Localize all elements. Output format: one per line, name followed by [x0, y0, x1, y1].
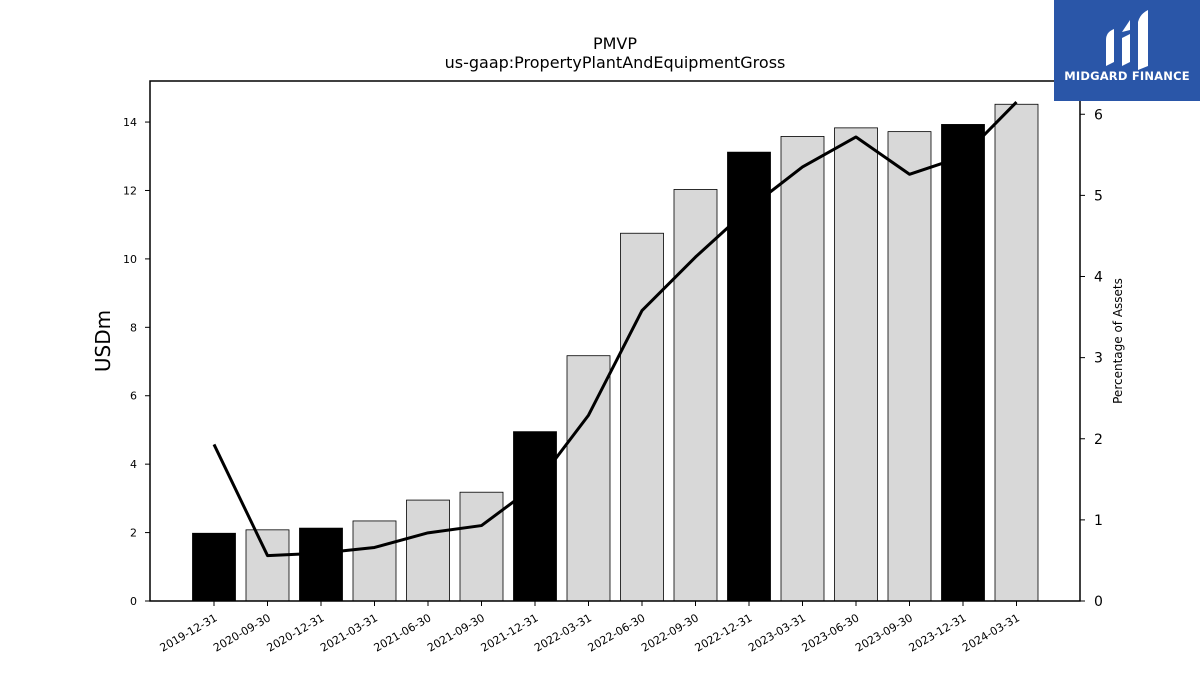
y-axis-label: USDm	[91, 310, 115, 372]
y-tick-label: 10	[123, 253, 137, 266]
x-axis: 2019-12-312020-09-302020-12-312021-03-31…	[158, 601, 1022, 655]
bar	[299, 527, 343, 602]
y-tick-label: 12	[123, 184, 137, 197]
y2-tick-label: 1	[1094, 513, 1103, 529]
bar	[513, 431, 557, 602]
x-tick-label: 2021-09-30	[425, 611, 487, 654]
logo-text: MIDGARD FINANCE	[1064, 69, 1190, 83]
bar	[566, 355, 611, 602]
bar-series	[192, 103, 1039, 602]
x-tick-label: 2020-12-31	[265, 611, 327, 654]
bar	[352, 520, 397, 602]
line-series	[212, 101, 1018, 558]
y-tick-label: 4	[130, 458, 137, 471]
bar	[459, 491, 504, 602]
bar	[780, 136, 825, 602]
bar	[994, 103, 1039, 602]
x-tick-label: 2022-06-30	[586, 611, 648, 654]
bar	[727, 151, 771, 602]
y2-tick-label: 4	[1094, 270, 1103, 286]
plot-frame	[149, 80, 1081, 602]
bar	[834, 127, 878, 602]
brand-logo: MIDGARD FINANCE	[1054, 0, 1200, 101]
x-tick-label: 2023-03-31	[746, 611, 808, 654]
bar	[406, 499, 450, 602]
y2-tick-label: 5	[1094, 188, 1103, 204]
bar	[620, 232, 664, 602]
bar	[941, 124, 985, 602]
y-tick-label: 8	[130, 321, 137, 334]
midgard-logo-icon	[1106, 10, 1148, 70]
y-tick-label: 0	[130, 595, 137, 608]
x-tick-label: 2022-03-31	[532, 611, 594, 654]
y2-tick-label: 0	[1094, 594, 1103, 610]
percentage-line	[212, 101, 1018, 558]
y2-tick-label: 6	[1094, 107, 1103, 123]
y-tick-label: 14	[123, 116, 137, 129]
bar	[887, 131, 932, 602]
bar	[192, 532, 236, 602]
x-tick-label: 2021-12-31	[479, 611, 541, 654]
x-tick-label: 2019-12-31	[158, 611, 220, 654]
x-tick-label: 2022-12-31	[693, 611, 755, 654]
x-tick-label: 2023-06-30	[800, 611, 862, 654]
y-axis-left: 0 2 4 6 8 10 12 14	[123, 116, 150, 608]
y2-tick-label: 2	[1094, 432, 1103, 448]
y2-tick-label: 3	[1094, 351, 1103, 367]
y-axis-right: 0 1 2 3 4 5 6	[1080, 107, 1103, 610]
y-tick-label: 2	[130, 527, 137, 540]
x-tick-label: 2023-09-30	[853, 611, 915, 654]
y2-axis-label: Percentage of Assets	[1111, 278, 1125, 404]
x-tick-label: 2021-03-31	[318, 611, 380, 654]
x-tick-label: 2022-09-30	[639, 611, 701, 654]
chart-title: PMVP	[593, 34, 637, 53]
chart-subtitle: us-gaap:PropertyPlantAndEquipmentGross	[445, 53, 786, 72]
x-tick-label: 2023-12-31	[907, 611, 969, 654]
bar	[673, 189, 718, 602]
x-tick-label: 2021-06-30	[372, 611, 434, 654]
x-tick-label: 2024-03-31	[960, 611, 1022, 654]
x-tick-label: 2020-09-30	[211, 611, 273, 654]
y-tick-label: 6	[130, 390, 137, 403]
bar	[245, 529, 290, 602]
